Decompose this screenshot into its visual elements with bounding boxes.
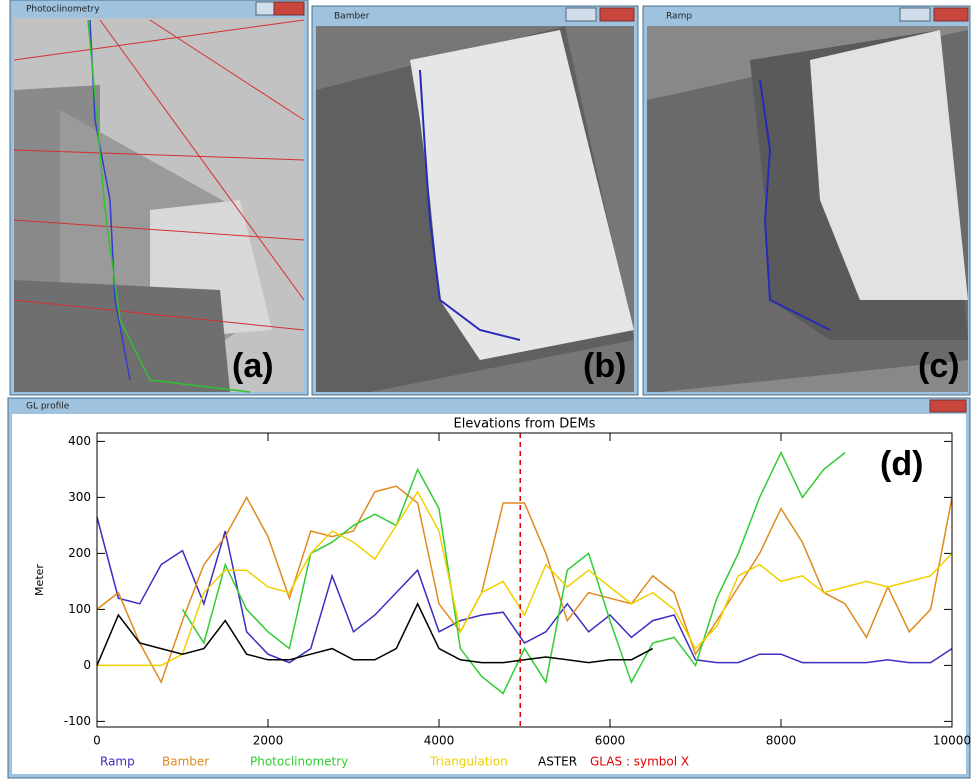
minimize-button[interactable] — [899, 7, 931, 22]
panel-label: (b) — [583, 347, 626, 385]
x-tick-label: 6000 — [595, 734, 626, 748]
minimize-button[interactable] — [565, 7, 597, 22]
grounding-line — [759, 79, 831, 331]
y-tick-label: 300 — [68, 490, 91, 504]
legend-entry: Triangulation — [429, 755, 508, 769]
close-button[interactable] — [599, 7, 635, 22]
series-line — [96, 602, 654, 666]
x-tick-label: 10000 — [933, 734, 971, 748]
red-lines — [13, 19, 305, 331]
profile-line — [87, 19, 251, 393]
window-photoclinometry: Photoclinometry (a) — [9, 0, 309, 396]
window-title: GL profile — [26, 402, 70, 412]
legend-entry: ASTER — [538, 755, 577, 769]
y-tick-label: 100 — [68, 602, 91, 616]
y-tick-label: 400 — [68, 434, 91, 448]
chart-title: Elevations from DEMs — [454, 417, 596, 432]
y-axis-label: Meter — [33, 564, 46, 596]
legend-entry: Bamber — [162, 755, 209, 769]
close-button[interactable] — [933, 7, 969, 22]
window-bamber: Bamber (b) — [311, 5, 639, 396]
x-tick-label: 4000 — [424, 734, 455, 748]
legend-entry: Ramp — [100, 755, 135, 769]
series-line — [96, 485, 953, 685]
ice-surface — [810, 30, 968, 300]
close-button[interactable] — [929, 399, 967, 413]
window-title: Photoclinometry — [26, 5, 100, 15]
y-tick-label: 200 — [68, 546, 91, 560]
panel-label: (a) — [232, 347, 274, 385]
x-tick-label: 8000 — [766, 734, 797, 748]
ice-surface — [410, 30, 634, 360]
series-line — [96, 516, 953, 664]
plot-window — [12, 414, 966, 774]
panel-label: (c) — [918, 347, 960, 385]
window-ramp: Ramp (c) — [642, 5, 971, 396]
y-tick-label: 0 — [83, 658, 91, 672]
plot-frame — [96, 432, 953, 728]
panel-label: (d) — [880, 445, 923, 483]
minimize-button[interactable] — [255, 1, 275, 16]
series-line — [97, 490, 953, 667]
window-title: Ramp — [666, 12, 692, 22]
y-tick-label: -100 — [64, 714, 91, 728]
legend-entry: GLAS : symbol X — [590, 755, 689, 769]
x-tick-label: 0 — [93, 734, 101, 748]
close-button[interactable] — [273, 1, 305, 16]
x-tick-label: 2000 — [253, 734, 284, 748]
series-line — [181, 450, 846, 695]
chart: Elevations from DEMsMeter-10001002003004… — [33, 417, 971, 769]
window-title: Bamber — [334, 12, 370, 22]
legend-entry: Photoclinometry — [250, 755, 348, 769]
grounding-line — [419, 69, 521, 341]
